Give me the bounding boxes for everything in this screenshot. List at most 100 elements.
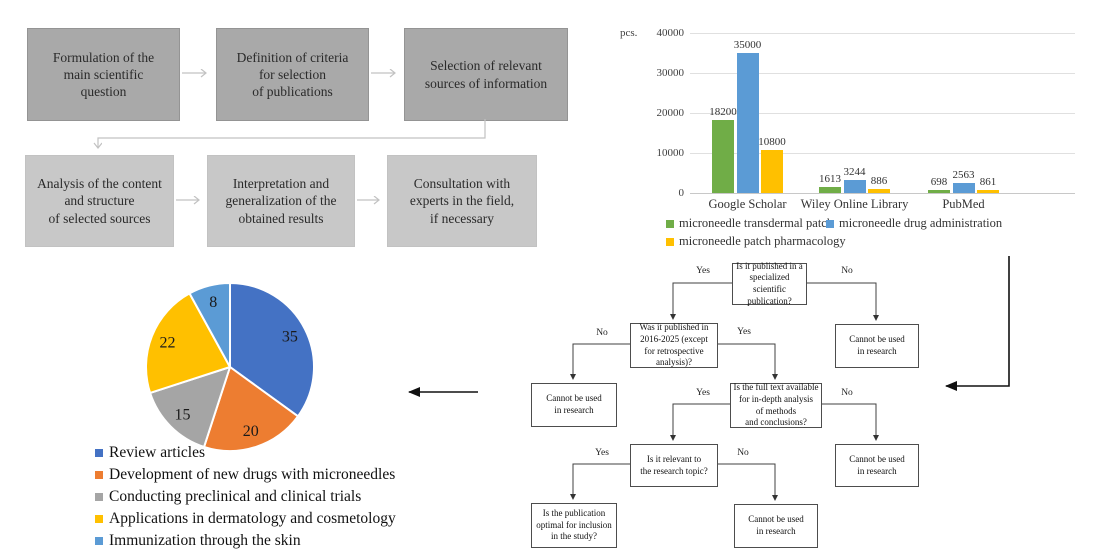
method-step-sources: Selection of relevant sources of informa…: [404, 28, 568, 121]
bar-legend-item: microneedle drug administration: [826, 216, 1002, 231]
legend-label: Applications in dermatology and cosmetol…: [109, 510, 396, 527]
branch-label-no: No: [596, 328, 608, 338]
branch-label-yes: Yes: [696, 388, 710, 398]
legend-label: microneedle transdermal patch: [679, 216, 834, 230]
bar-microneedle-transdermal-patch: [819, 186, 841, 193]
pie-value-label: 8: [209, 294, 217, 311]
method-step-interpretation: Interpretation and generalization of the…: [207, 155, 355, 247]
bar-value-label: 861: [979, 175, 997, 188]
bar-microneedle-drug-administration: [843, 180, 866, 193]
pie-slice: [188, 282, 231, 368]
bar-value-label: 35000: [733, 39, 762, 51]
legend-swatch-icon: [826, 219, 834, 228]
pie-legend-item: Development of new drugs with microneedl…: [95, 466, 395, 484]
bar-value-label: 886: [870, 175, 888, 188]
decision-node-reject-after-specialized: Cannot be used in research: [835, 324, 919, 368]
grid-line: [690, 73, 1075, 74]
method-step-formulation: Formulation of the main scientific quest…: [27, 28, 180, 121]
arrow-relevant-yes-icon: [570, 463, 632, 500]
arrow-fulltext-yes-icon: [670, 403, 730, 441]
bar-value-label: 1613: [819, 172, 841, 185]
bar-microneedle-patch-pharmacology: [761, 149, 783, 193]
bar-microneedle-patch-pharmacology: [977, 189, 999, 193]
pie-legend-item: Immunization through the skin: [95, 532, 301, 550]
arrow-specialized-no-icon: [805, 282, 879, 321]
bar-microneedle-transdermal-patch: [712, 120, 734, 193]
pie-legend-item: Review articles: [95, 444, 205, 462]
legend-label: Immunization through the skin: [109, 532, 301, 549]
legend-label: Development of new drugs with microneedl…: [109, 466, 396, 483]
pie-legend-item: Conducting preclinical and clinical tria…: [95, 488, 361, 506]
bar-microneedle-drug-administration: [952, 182, 975, 193]
pie-legend-item: Applications in dermatology and cosmetol…: [95, 510, 396, 528]
pie-value-label: 22: [160, 334, 176, 351]
legend-swatch-icon: [95, 449, 103, 457]
y-tick-label: 40000: [656, 27, 685, 39]
bar-microneedle-transdermal-patch: [928, 190, 950, 193]
branch-label-no: No: [841, 266, 853, 276]
legend-label: microneedle drug administration: [839, 216, 1003, 230]
arrow-specialized-yes-icon: [670, 282, 732, 320]
decision-node-reject-after-relevant: Cannot be used in research: [734, 504, 818, 548]
arrow-step3-step4-icon: [98, 119, 486, 148]
branch-label-no: No: [841, 388, 853, 398]
arrow-relevant-no-icon: [716, 463, 778, 501]
grid-line: [690, 33, 1075, 34]
pie-value-label: 20: [243, 423, 259, 440]
y-tick-label: 0: [678, 187, 685, 199]
branch-label-yes: Yes: [737, 327, 751, 337]
bar-value-label: 698: [930, 176, 948, 189]
decision-node-reject-after-fulltext: Cannot be used in research: [835, 444, 919, 487]
pie-slice: [203, 366, 299, 452]
bar-value-label: 3244: [843, 166, 866, 179]
arrow-year-no-icon: [570, 343, 632, 380]
decision-node-reject-after-year: Cannot be used in research: [531, 383, 617, 427]
legend-swatch-icon: [95, 537, 103, 545]
legend-swatch-icon: [95, 515, 103, 523]
decision-node-year-range: Was it published in 2016-2025 (except fo…: [630, 322, 718, 368]
legend-label: microneedle patch pharmacology: [679, 234, 846, 248]
pie-value-label: 35: [282, 329, 298, 346]
bar-value-label: 10800: [758, 135, 786, 148]
grid-line: [690, 113, 1075, 114]
y-tick-label: 10000: [656, 147, 685, 159]
x-axis-line: [690, 193, 1075, 194]
decision-node-specialized: Is it published in a specialized scienti…: [732, 261, 807, 306]
y-tick-label: 20000: [656, 107, 685, 119]
bar-microneedle-patch-pharmacology: [868, 189, 890, 193]
arrow-barchart-to-decision-icon: [945, 256, 1010, 391]
branch-label-no: No: [737, 448, 749, 458]
legend-swatch-icon: [95, 471, 103, 479]
branch-label-yes: Yes: [696, 266, 710, 276]
legend-swatch-icon: [666, 219, 674, 228]
bar-chart-unit-label: pcs.: [620, 27, 638, 39]
bar-microneedle-drug-administration: [736, 53, 759, 193]
bar-value-label: 2563: [952, 168, 975, 181]
legend-swatch-icon: [666, 237, 674, 246]
pie-slice: [149, 366, 231, 448]
branch-label-yes: Yes: [595, 448, 609, 458]
decision-node-relevant: Is it relevant to the research topic?: [630, 444, 718, 487]
pie-slice: [145, 292, 231, 394]
decision-node-full-text: Is the full text available for in-depth …: [730, 382, 822, 428]
arrow-year-yes-icon: [716, 343, 778, 380]
legend-label: Conducting preclinical and clinical tria…: [109, 488, 362, 505]
decision-node-optimal: Is the publication optimal for inclusion…: [531, 503, 617, 548]
legend-label: Review articles: [109, 444, 205, 461]
category-label: PubMed: [942, 197, 985, 211]
legend-swatch-icon: [95, 493, 103, 501]
bar-legend-item: microneedle transdermal patch: [666, 216, 833, 231]
grid-line: [690, 153, 1075, 154]
category-label: Google Scholar: [708, 197, 787, 211]
pie-value-label: 15: [175, 407, 191, 424]
y-tick-label: 30000: [656, 67, 685, 79]
method-step-consultation: Consultation with experts in the field, …: [387, 155, 537, 247]
decision-flow-connectors: [570, 282, 879, 501]
arrow-fulltext-no-icon: [820, 403, 879, 441]
bar-value-label: 18200: [709, 106, 737, 119]
category-label: Wiley Online Library: [800, 197, 909, 211]
bar-legend-item: microneedle patch pharmacology: [666, 234, 846, 249]
method-step-analysis: Analysis of the content and structure of…: [25, 155, 174, 247]
method-step-criteria: Definition of criteria for selection of …: [216, 28, 369, 121]
